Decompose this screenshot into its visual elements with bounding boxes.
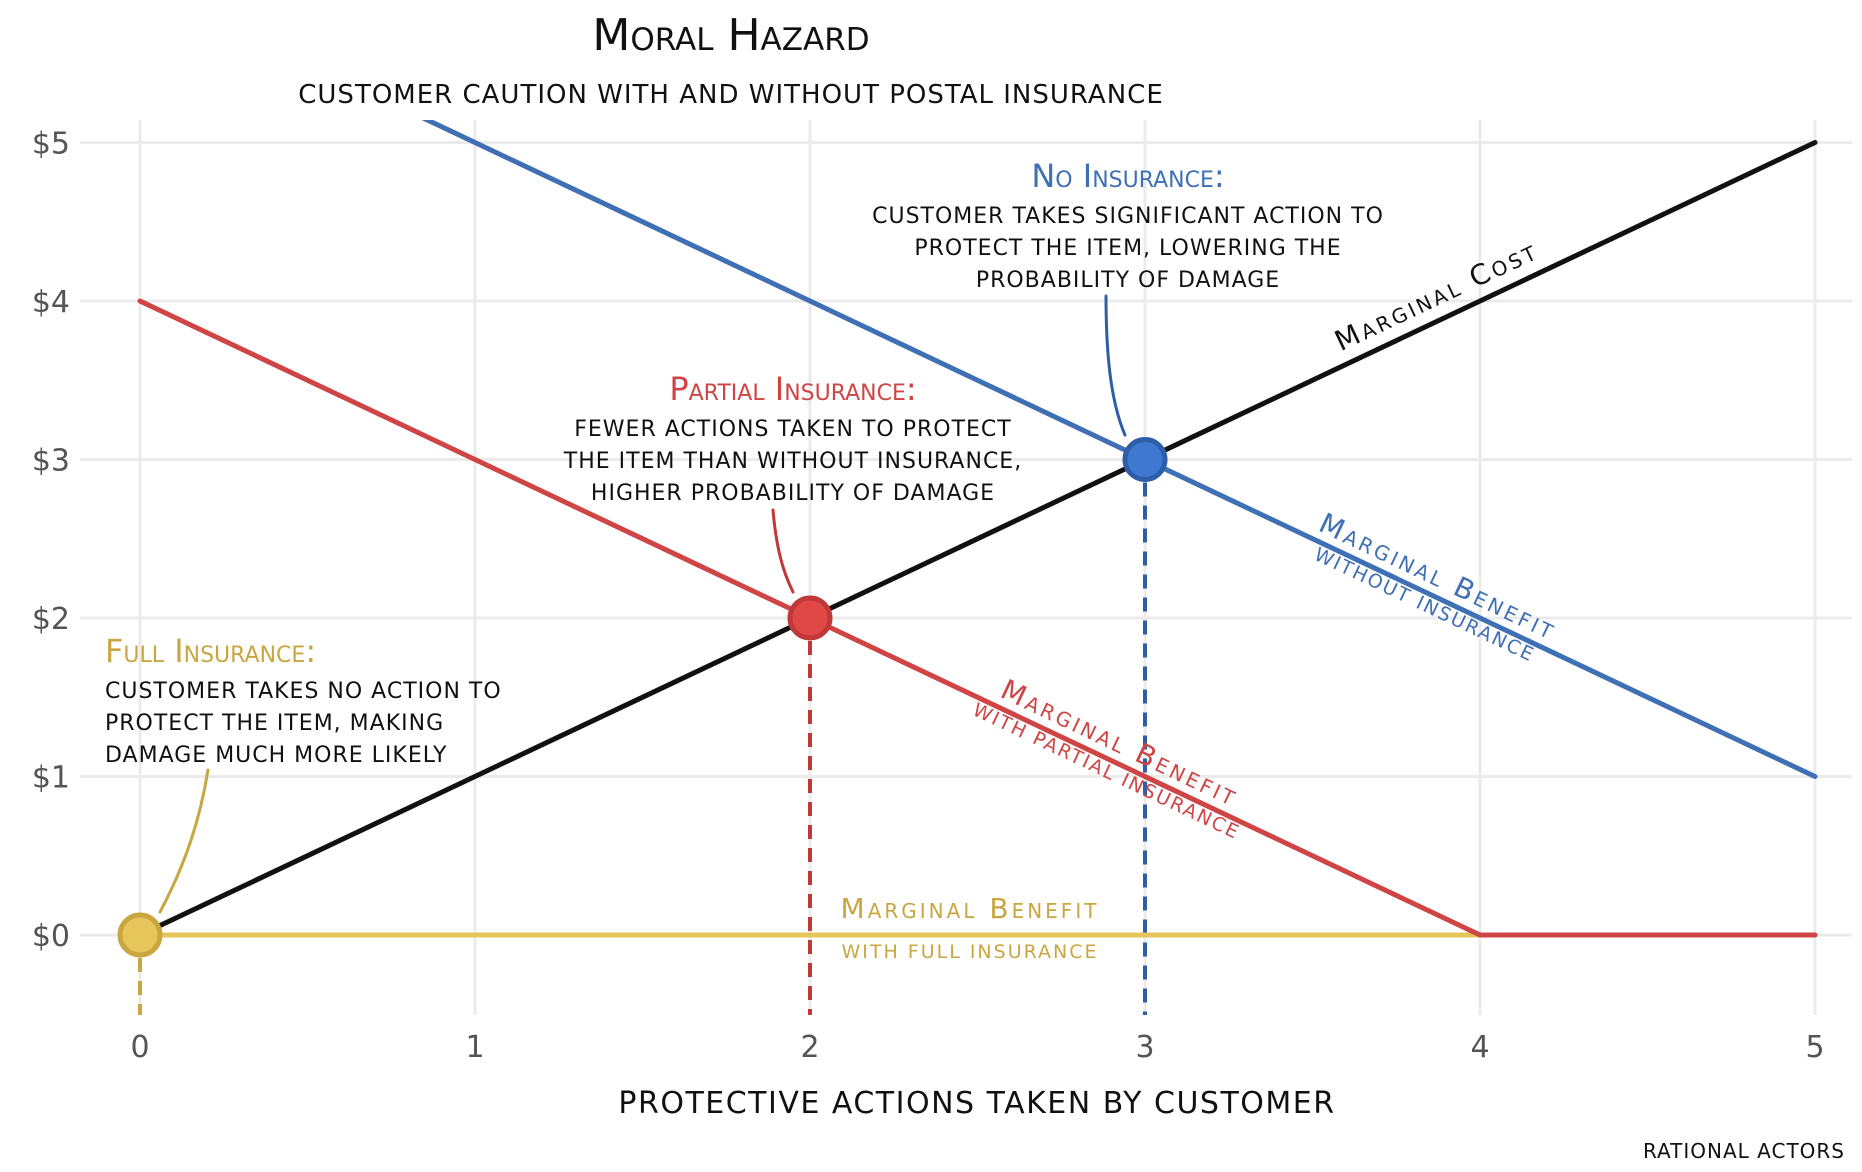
leader-none	[1104, 294, 1127, 437]
series-line-mc	[137, 140, 1818, 938]
annotation-line-full: CUSTOMER TAKES NO ACTION TO	[105, 679, 502, 704]
equilibrium-point-partial	[787, 595, 833, 641]
annotation-line-partial: THE ITEM THAN WITHOUT INSURANCE,	[563, 449, 1022, 474]
annotation-title-none: No Insurance:	[1031, 157, 1224, 195]
annotation-line-none: CUSTOMER TAKES SIGNIFICANT ACTION TO	[872, 204, 1384, 229]
chart-title: Moral Hazard	[592, 10, 869, 61]
equilibrium-point-full	[117, 912, 163, 958]
drop-lines	[138, 459, 1147, 1015]
x-tick-label: 1	[465, 1030, 484, 1065]
y-tick-label: $5	[32, 127, 70, 162]
x-tick-label: 5	[1805, 1030, 1824, 1065]
y-tick-label: $1	[32, 761, 70, 796]
x-tick-label: 2	[800, 1030, 819, 1065]
leader-partial	[771, 508, 795, 594]
annotation-title-partial: Partial Insurance:	[669, 370, 916, 408]
equilibrium-points	[117, 437, 1168, 958]
series-line-mb_none	[421, 120, 1818, 779]
y-tick-label: $2	[32, 602, 70, 637]
label-marginal-cost-title: Marginal Cost	[1329, 233, 1543, 357]
series-line-mb_partial	[137, 298, 1818, 938]
annotation-full: Full Insurance: CUSTOMER TAKES NO ACTION …	[105, 632, 502, 768]
x-tick-label: 3	[1135, 1030, 1154, 1065]
annotation-line-full: DAMAGE MUCH MORE LIKELY	[105, 743, 448, 768]
label-marginal-cost: Marginal Cost	[1329, 233, 1543, 357]
annotations: Full Insurance: CUSTOMER TAKES NO ACTION …	[105, 157, 1384, 768]
annotation-line-none: PROTECT THE ITEM, LOWERING THE	[914, 236, 1341, 261]
y-tick-label: $0	[32, 919, 70, 954]
axis-ticks: 0 1 2 3 4 5 $0 $1 $2 $3 $4 $5	[32, 127, 1825, 1066]
y-tick-label: $4	[32, 285, 70, 320]
equilibrium-point-none	[1122, 437, 1168, 482]
annotation-line-partial: HIGHER PROBABILITY OF DAMAGE	[591, 481, 995, 506]
label-mb-full-title: Marginal Benefit	[841, 892, 1100, 925]
annotation-none: No Insurance: CUSTOMER TAKES SIGNIFICANT …	[872, 157, 1384, 293]
caption: RATIONAL ACTORS	[1643, 1139, 1845, 1163]
x-axis-label: PROTECTIVE ACTIONS TAKEN BY CUSTOMER	[618, 1086, 1335, 1121]
annotation-line-partial: FEWER ACTIONS TAKEN TO PROTECT	[574, 417, 1011, 442]
annotation-line-full: PROTECT THE ITEM, MAKING	[105, 711, 444, 736]
annotation-line-none: PROBABILITY OF DAMAGE	[976, 268, 1280, 293]
text-layer: Moral Hazard CUSTOMER CAUTION WITH AND W…	[298, 10, 1845, 1163]
annotation-leaders	[158, 294, 1127, 914]
leader-full	[158, 768, 210, 914]
chart-subtitle: CUSTOMER CAUTION WITH AND WITHOUT POSTAL…	[298, 80, 1164, 110]
annotation-title-full: Full Insurance:	[105, 632, 316, 670]
series-lines	[137, 120, 1818, 938]
y-tick-label: $3	[32, 444, 70, 479]
annotation-partial: Partial Insurance: FEWER ACTIONS TAKEN TO…	[563, 370, 1022, 506]
label-mb-full-sublabel: WITH FULL INSURANCE	[841, 941, 1098, 963]
x-tick-label: 4	[1470, 1030, 1489, 1065]
x-tick-label: 0	[130, 1030, 149, 1065]
